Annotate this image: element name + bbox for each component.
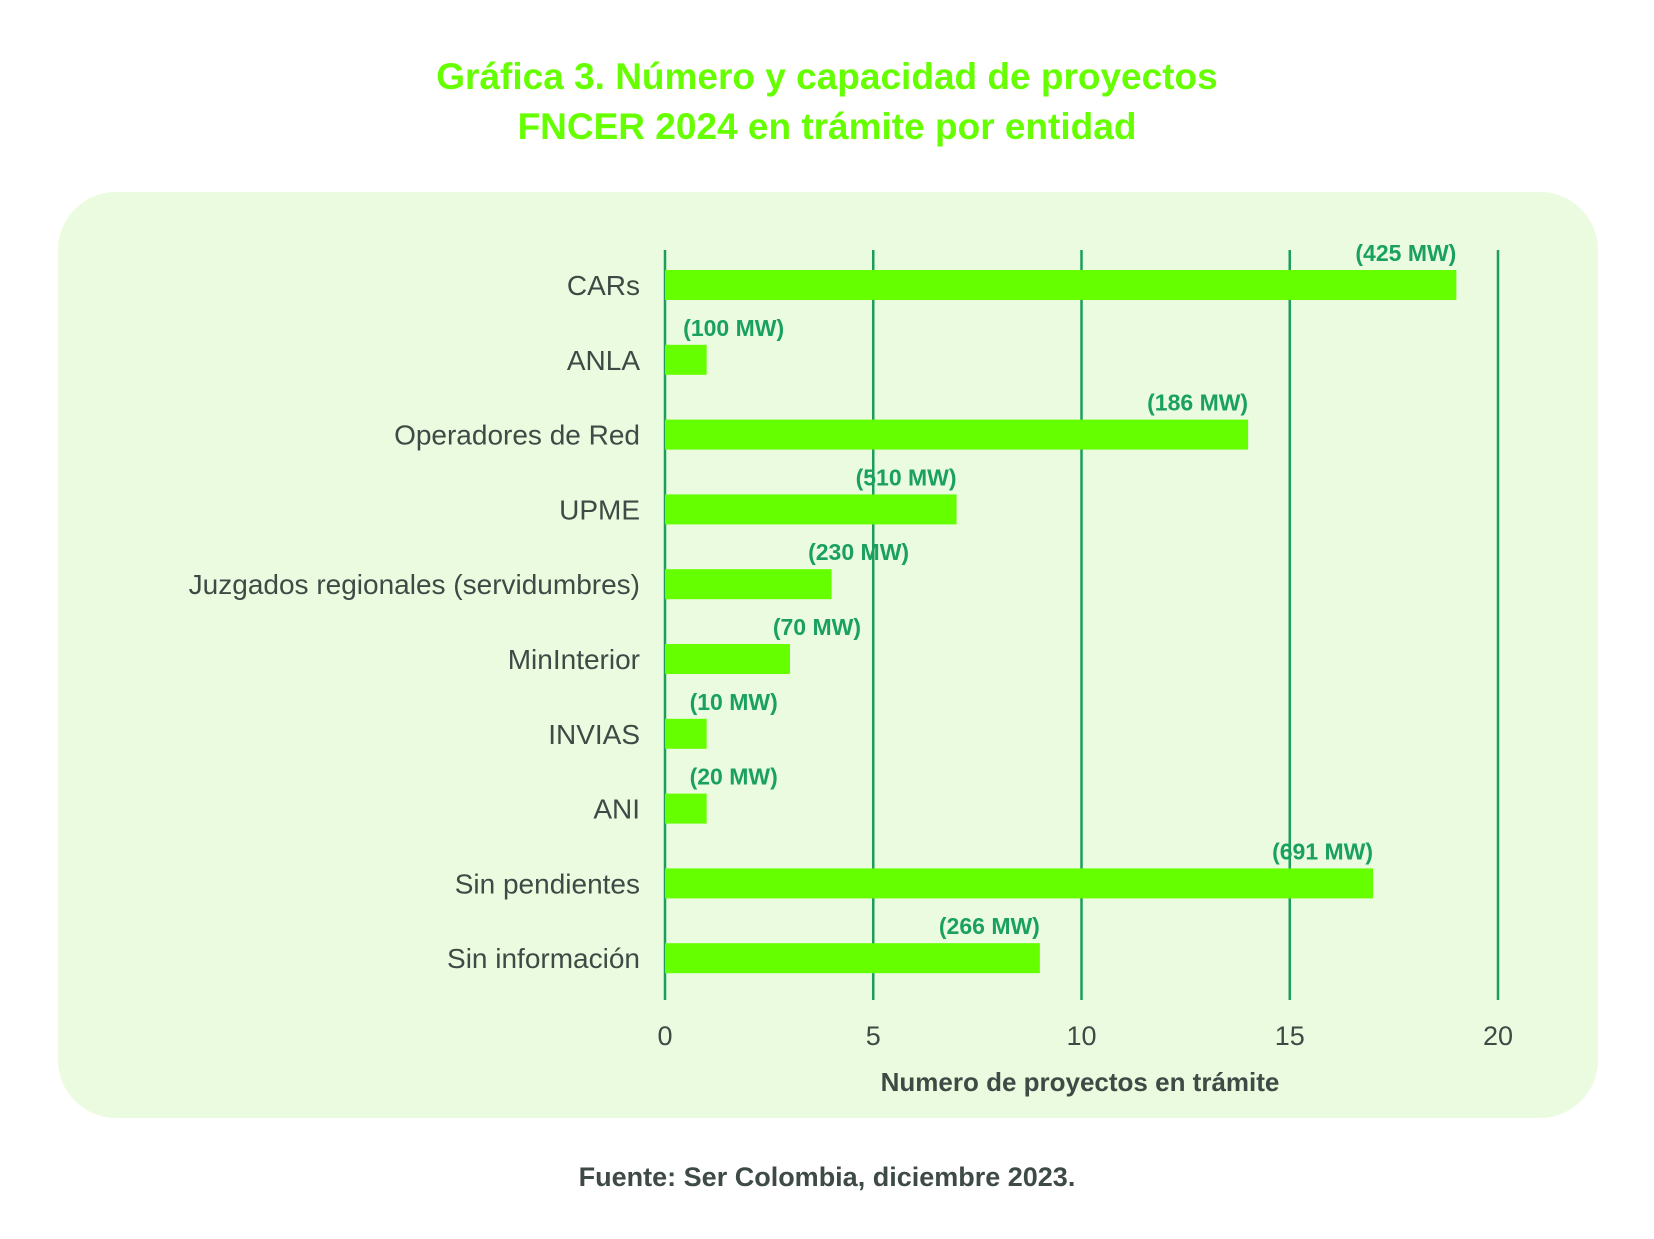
chart-title-line-2: FNCER 2024 en trámite por entidad [517,106,1137,147]
bar-3 [665,494,957,525]
data-label: (70 MW) [773,614,861,640]
data-label: (510 MW) [856,464,957,490]
bar-6 [665,718,707,749]
x-tick-label: 5 [866,1021,881,1051]
bar-7 [665,793,707,824]
bar-8 [665,868,1374,899]
x-tick-label: 15 [1275,1021,1305,1051]
data-label: (186 MW) [1147,390,1248,416]
data-label: (266 MW) [939,913,1040,939]
category-label: MinInterior [508,644,640,675]
data-label: (10 MW) [690,689,778,715]
x-axis-title: Numero de proyectos en trámite [881,1067,1280,1097]
chart-title: Gráfica 3. Número y capacidad de proyect… [0,52,1654,152]
bar-5 [665,644,790,674]
data-label: (100 MW) [683,315,784,341]
category-label: Operadores de Red [394,420,640,451]
data-label: (691 MW) [1272,838,1373,864]
bar-2 [665,419,1249,450]
bar-1 [665,344,707,375]
category-label: ANI [593,794,640,825]
category-label: CARs [567,270,640,301]
category-label: Sin información [447,943,640,974]
category-label: UPME [559,494,640,525]
category-label: INVIAS [548,719,640,750]
category-label: Sin pendientes [455,868,640,899]
x-tick-label: 10 [1066,1021,1096,1051]
category-label: Juzgados regionales (servidumbres) [189,569,640,600]
bar-0 [665,270,1457,300]
data-label: (425 MW) [1355,240,1456,266]
x-tick-label: 20 [1483,1021,1513,1051]
bar-9 [665,943,1040,974]
x-tick-label: 0 [657,1021,672,1051]
data-label: (230 MW) [808,539,909,565]
source-note: Fuente: Ser Colombia, diciembre 2023. [578,1162,1076,1192]
category-label: ANLA [567,345,640,376]
chart-title-line-1: Gráfica 3. Número y capacidad de proyect… [436,56,1218,97]
bar-4 [665,569,832,600]
data-label: (20 MW) [690,764,778,790]
